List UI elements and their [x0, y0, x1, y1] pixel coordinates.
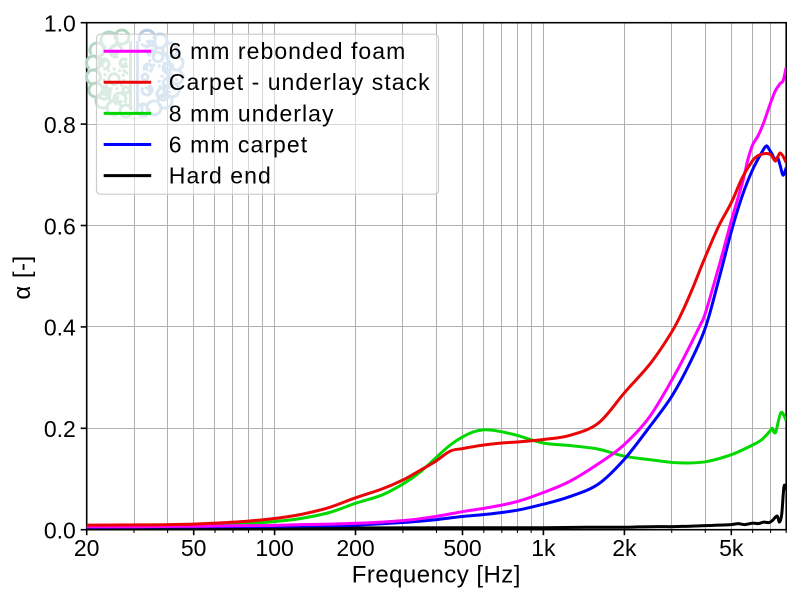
- svg-text:100: 100: [255, 535, 293, 561]
- svg-text:0.0: 0.0: [44, 518, 76, 544]
- svg-text:Frequency [Hz]: Frequency [Hz]: [352, 562, 521, 589]
- svg-text:0.4: 0.4: [44, 315, 76, 341]
- svg-text:1k: 1k: [531, 535, 556, 561]
- svg-text:0.8: 0.8: [44, 112, 76, 138]
- svg-text:8 mm underlay: 8 mm underlay: [169, 100, 335, 126]
- svg-text:Carpet - underlay stack: Carpet - underlay stack: [169, 69, 431, 95]
- svg-text:2k: 2k: [612, 535, 637, 561]
- svg-text:6 mm rebonded foam: 6 mm rebonded foam: [169, 38, 407, 64]
- svg-text:20: 20: [74, 535, 100, 561]
- svg-text:500: 500: [443, 535, 481, 561]
- svg-text:α [-]: α [-]: [9, 255, 36, 299]
- svg-text:50: 50: [181, 535, 207, 561]
- svg-text:0.6: 0.6: [44, 213, 76, 239]
- svg-text:5k: 5k: [719, 535, 744, 561]
- svg-text:Hard end: Hard end: [169, 163, 272, 189]
- svg-text:200: 200: [336, 535, 374, 561]
- svg-text:1.0: 1.0: [44, 11, 76, 37]
- svg-text:0.2: 0.2: [44, 416, 76, 442]
- svg-text:6 mm carpet: 6 mm carpet: [169, 131, 308, 157]
